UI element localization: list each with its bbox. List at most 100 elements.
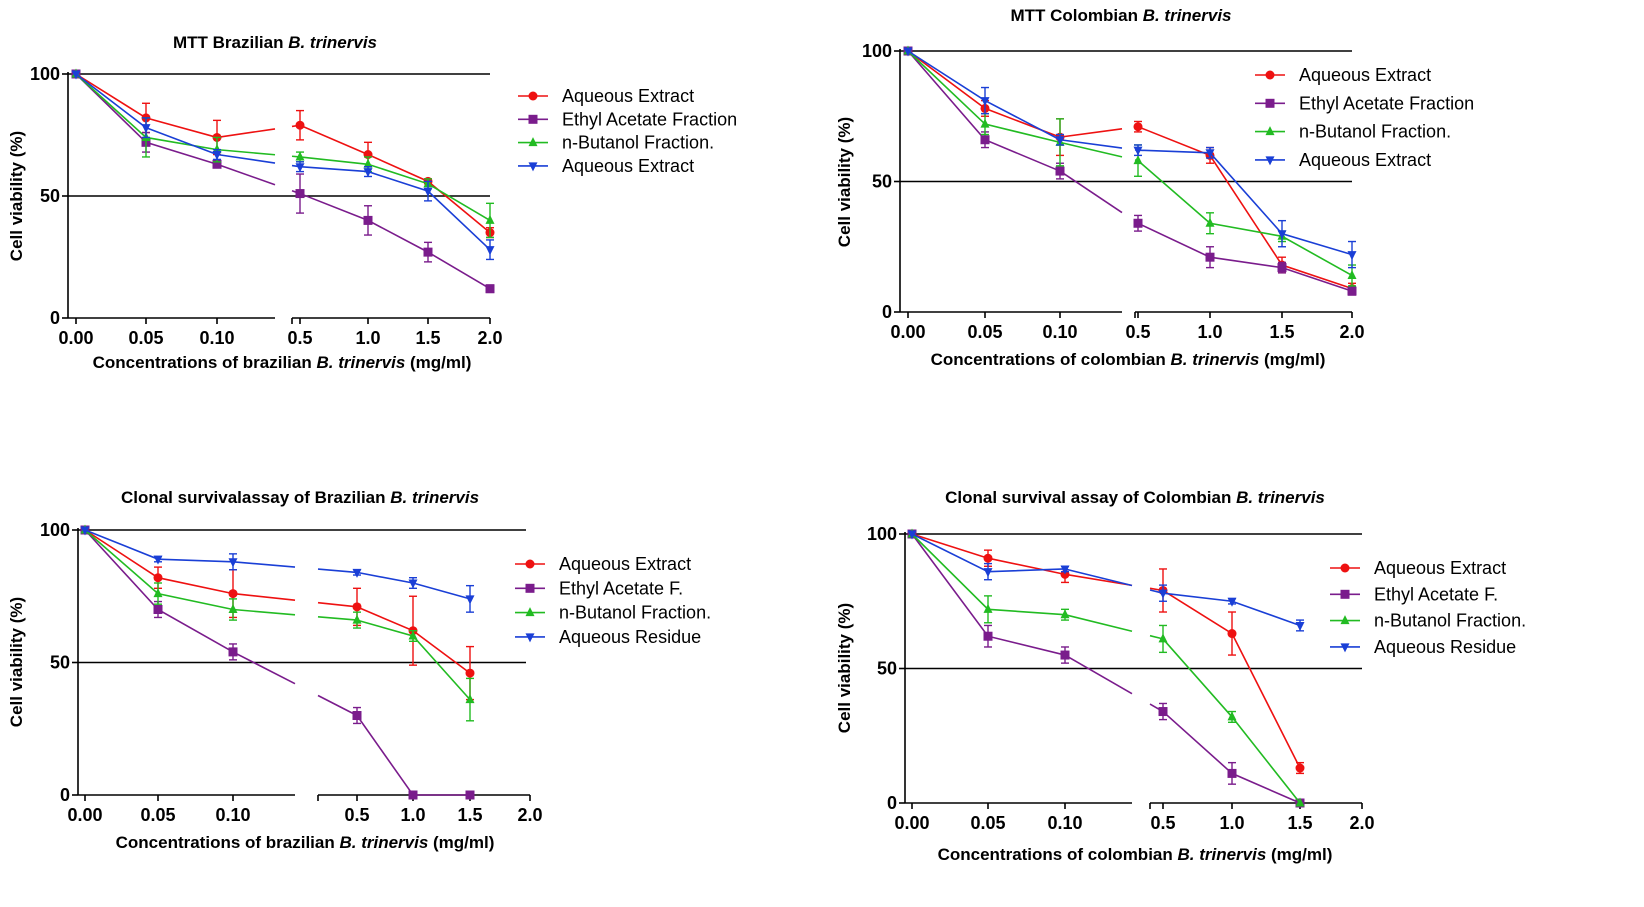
- legend-label: Aqueous Extract: [562, 156, 694, 176]
- data-point: [295, 189, 305, 199]
- data-point: [352, 568, 362, 578]
- legend-label: n-Butanol Fraction.: [1299, 122, 1451, 142]
- legend-marker: [528, 91, 538, 101]
- legend-label: Ethyl Acetate Fraction: [1299, 93, 1474, 113]
- chart-title-text: MTT Colombian: [1010, 6, 1142, 25]
- legend-marker: [528, 162, 538, 172]
- chart-title: Clonal survivalassay of Brazilian B. tri…: [121, 488, 479, 507]
- data-point: [1277, 263, 1287, 273]
- chart-title: MTT Colombian B. trinervis: [1010, 6, 1231, 25]
- x-tick-label: 0.10: [1042, 322, 1077, 342]
- series-3: [71, 68, 495, 239]
- data-point: [212, 151, 222, 161]
- data-point: [980, 118, 990, 128]
- series-line-segment-2: [1137, 222, 1353, 292]
- chart-panel-1: MTT Brazilian B. trinervis 0 50 100 0.00 0.05…: [7, 33, 737, 372]
- y-tick-label: 50: [872, 172, 892, 192]
- x-tick-label: 1.0: [355, 328, 380, 348]
- data-point: [363, 215, 373, 225]
- y-tick-label: 0: [50, 308, 60, 328]
- y-axis-title: Cell viability (%): [835, 117, 854, 247]
- data-point: [980, 97, 990, 107]
- data-point: [228, 589, 238, 599]
- legend-marker: [528, 114, 538, 124]
- series-1: [907, 529, 1305, 775]
- x-tick-label: 0.00: [67, 805, 102, 825]
- data-point: [228, 647, 238, 657]
- data-point: [903, 47, 913, 57]
- data-point: [423, 187, 433, 197]
- chart-title-italic: B. trinervis: [288, 33, 377, 52]
- x-tick-label: 0.05: [140, 805, 175, 825]
- legend-marker: [1265, 98, 1275, 108]
- data-point: [1133, 218, 1143, 228]
- series-1: [71, 69, 495, 239]
- data-point: [352, 711, 362, 720]
- legend: Aqueous Extract Ethyl Acetate Fraction n-B…: [518, 86, 737, 176]
- x-axis-title-italic: B. trinervis: [1170, 350, 1259, 369]
- data-point: [1227, 711, 1237, 721]
- chart-title-text: MTT Brazilian: [173, 33, 288, 52]
- x-tick-label: 0.10: [1047, 813, 1082, 833]
- x-axis-title-unit: (mg/ml): [1266, 845, 1332, 864]
- series-line-segment-2: [299, 124, 491, 234]
- x-tick-label: 0.10: [215, 805, 250, 825]
- legend-label: n-Butanol Fraction.: [562, 133, 714, 153]
- legend-marker: [1265, 126, 1275, 136]
- series-line-break-left: [1059, 128, 1123, 138]
- x-tick-label: 1.0: [400, 805, 425, 825]
- x-tick-label: 1.5: [1269, 322, 1294, 342]
- data-point: [1055, 136, 1065, 146]
- x-tick-label: 2.0: [1339, 322, 1364, 342]
- x-axis-title-italic: B. trinervis: [339, 833, 428, 852]
- series-line-segment-2: [299, 156, 491, 222]
- data-point: [465, 694, 475, 704]
- y-tick-label: 100: [30, 64, 60, 84]
- data-point: [983, 553, 993, 563]
- x-tick-label: 0.05: [128, 328, 163, 348]
- data-point: [295, 151, 305, 161]
- legend-marker: [525, 559, 535, 569]
- chart-panel-2: MTT Colombian B. trinervis 0 50 100 0.00 0.05…: [835, 6, 1474, 369]
- legend-label: Ethyl Acetate Fraction: [562, 109, 737, 129]
- x-axis-title-text: Concentrations of colombian: [938, 845, 1178, 864]
- series-line-break-left: [216, 163, 276, 186]
- data-point: [1158, 633, 1168, 643]
- y-tick-label: 100: [867, 524, 897, 544]
- chart-title-text: Clonal survival assay of Colombian: [945, 488, 1236, 507]
- legend-label: Ethyl Acetate F.: [559, 578, 683, 598]
- x-axis-title: Concentrations of colombian B. trinervis…: [938, 845, 1333, 864]
- legend-marker: [525, 633, 535, 643]
- data-point: [153, 588, 163, 598]
- data-point: [1277, 230, 1287, 240]
- data-point: [212, 144, 222, 154]
- x-axis-title-text: Concentrations of brazilian: [93, 353, 317, 372]
- series-line-break-left: [216, 153, 276, 164]
- x-tick-label: 0.10: [199, 328, 234, 348]
- data-point: [352, 614, 362, 624]
- data-point: [485, 214, 495, 224]
- legend-marker: [1265, 156, 1275, 166]
- data-point: [1227, 629, 1237, 639]
- y-tick-label: 100: [862, 41, 892, 61]
- data-point: [423, 247, 433, 257]
- y-tick-label: 0: [882, 302, 892, 322]
- data-point: [212, 159, 222, 169]
- legend: Aqueous Extract Ethyl Acetate Fraction n-B…: [1255, 65, 1474, 170]
- series-2: [903, 46, 1357, 296]
- data-point: [1133, 146, 1143, 156]
- data-point: [80, 526, 90, 536]
- y-axis-title: Cell viability (%): [7, 131, 26, 261]
- x-axis-title-italic: B. trinervis: [1177, 845, 1266, 864]
- data-point: [983, 631, 993, 641]
- chart-panel-3: Clonal survivalassay of Brazilian B. tri…: [7, 488, 711, 852]
- chart-title: Clonal survival assay of Colombian B. tr…: [945, 488, 1325, 507]
- x-tick-label: 1.5: [415, 328, 440, 348]
- y-tick-label: 50: [50, 653, 70, 673]
- y-tick-label: 50: [877, 659, 897, 679]
- series-line-break-left: [1059, 138, 1123, 149]
- series-4: [80, 526, 475, 613]
- y-tick-label: 0: [60, 785, 70, 805]
- data-point: [1347, 269, 1357, 279]
- x-tick-label: 1.0: [1219, 813, 1244, 833]
